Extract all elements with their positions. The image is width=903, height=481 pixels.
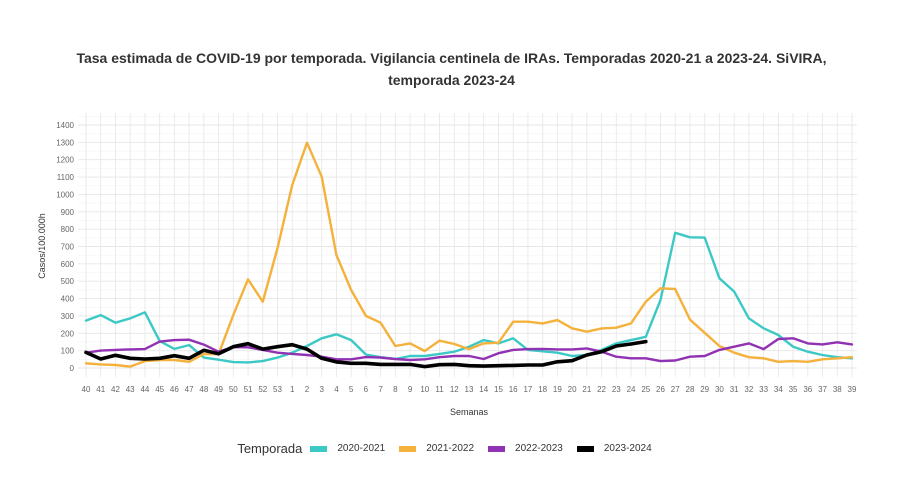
grid [78,113,857,377]
x-tick-label: 51 [244,385,253,394]
y-tick-label: 900 [61,208,75,217]
x-tick-label: 9 [408,385,413,394]
legend-swatch [399,445,417,452]
x-tick-label: 20 [568,385,577,394]
series-line-2022-2023 [84,337,854,363]
x-axis-ticks: 40 41 42 43 44 45 46 47 48 49 50 51 52 53 1 2 3 4 5 6 7 8 9 10 1… [82,385,857,394]
y-tick-label: 700 [61,243,75,252]
x-tick-label: 7 [378,385,383,394]
x-tick-label: 36 [803,385,812,394]
x-tick-label: 35 [789,385,798,394]
y-tick-label: 1200 [56,156,74,165]
x-tick-label: 12 [450,385,459,394]
x-tick-label: 2 [305,385,310,394]
legend-label: 2023-2024 [603,443,652,454]
x-tick-label: 25 [641,385,650,394]
legend-title: Temporada [237,441,303,456]
x-tick-label: 31 [730,385,739,394]
series-line-2020-2021 [84,231,854,364]
chart-title: Tasa estimada de COVID-19 por temporada.… [20,47,883,91]
x-tick-label: 23 [612,385,621,394]
series-line-2023-2024 [84,339,648,369]
x-tick-label: 44 [140,385,149,394]
x-tick-label: 19 [553,385,562,394]
y-tick-label: 600 [61,260,75,269]
legend-label: 2021-2022 [426,443,475,454]
x-tick-label: 5 [349,385,354,394]
x-tick-label: 4 [334,385,339,394]
y-tick-label: 400 [61,295,75,304]
x-tick-label: 6 [364,385,369,394]
y-tick-label: 500 [61,277,75,286]
x-tick-label: 21 [582,385,591,394]
y-tick-label: 800 [61,225,75,234]
y-axis-ticks: 0 100 200 300 400 500 600 700 800 900 1000 1100 1200… [56,121,74,373]
x-tick-label: 45 [155,385,164,394]
x-tick-label: 48 [199,385,208,394]
chart-title-line-1: Tasa estimada de COVID-19 por temporada.… [76,50,827,66]
y-tick-label: 200 [61,329,75,338]
y-tick-label: 100 [61,347,75,356]
legend: Temporada 2020-2021 2021-2022 2022-2023 … [0,441,903,456]
x-tick-label: 11 [435,385,444,394]
legend-item-2023-2024[interactable]: 2023-2024 [576,443,652,454]
legend-item-2020-2021[interactable]: 2020-2021 [310,443,385,454]
y-tick-label: 1000 [56,190,74,199]
x-tick-label: 34 [774,385,783,394]
x-tick-label: 50 [229,385,238,394]
legend-swatch [488,445,506,452]
plot-panel [78,113,857,377]
x-tick-label: 8 [393,385,398,394]
x-tick-label: 38 [833,385,842,394]
x-tick-label: 33 [759,385,768,394]
x-tick-label: 42 [111,385,120,394]
x-tick-label: 1 [290,385,295,394]
x-tick-label: 39 [848,385,857,394]
x-tick-label: 27 [671,385,680,394]
legend-label: 2020-2021 [337,443,386,454]
x-tick-label: 32 [744,385,753,394]
legend-swatch [310,445,328,452]
x-tick-label: 46 [170,385,179,394]
y-tick-label: 1100 [57,173,75,182]
x-tick-label: 24 [627,385,636,394]
x-tick-label: 49 [214,385,223,394]
legend-swatch [576,445,594,452]
x-tick-label: 28 [686,385,695,394]
legend-label: 2022-2023 [515,443,563,454]
x-tick-label: 22 [597,385,606,394]
x-tick-label: 3 [319,385,324,394]
legend-item-2022-2023[interactable]: 2022-2023 [488,443,563,454]
x-tick-label: 41 [96,385,105,394]
x-tick-label: 18 [538,385,547,394]
x-tick-label: 52 [258,385,267,394]
y-tick-label: 1400 [56,121,74,130]
chart-title-line-2: temporada 2023-24 [388,72,515,88]
x-tick-label: 26 [656,385,665,394]
x-tick-label: 29 [700,385,709,394]
legend-item-2021-2022[interactable]: 2021-2022 [399,443,474,454]
x-tick-label: 40 [82,385,91,394]
x-tick-label: 47 [185,385,194,394]
y-tick-label: 1300 [56,138,74,147]
x-tick-label: 16 [509,385,518,394]
x-tick-label: 37 [818,385,827,394]
x-tick-label: 43 [126,385,135,394]
y-tick-label: 300 [61,312,75,321]
y-tick-label: 0 [70,364,75,373]
x-tick-label: 53 [273,385,282,394]
x-tick-label: 13 [465,385,474,394]
y-axis-title: Casos/100.000h [37,213,47,279]
x-tick-label: 15 [494,385,503,394]
series-lines [84,141,854,369]
x-tick-label: 30 [715,385,724,394]
x-tick-label: 10 [420,385,429,394]
x-tick-label: 17 [523,385,532,394]
x-axis-title: Semanas [450,407,489,417]
x-tick-label: 14 [479,385,488,394]
